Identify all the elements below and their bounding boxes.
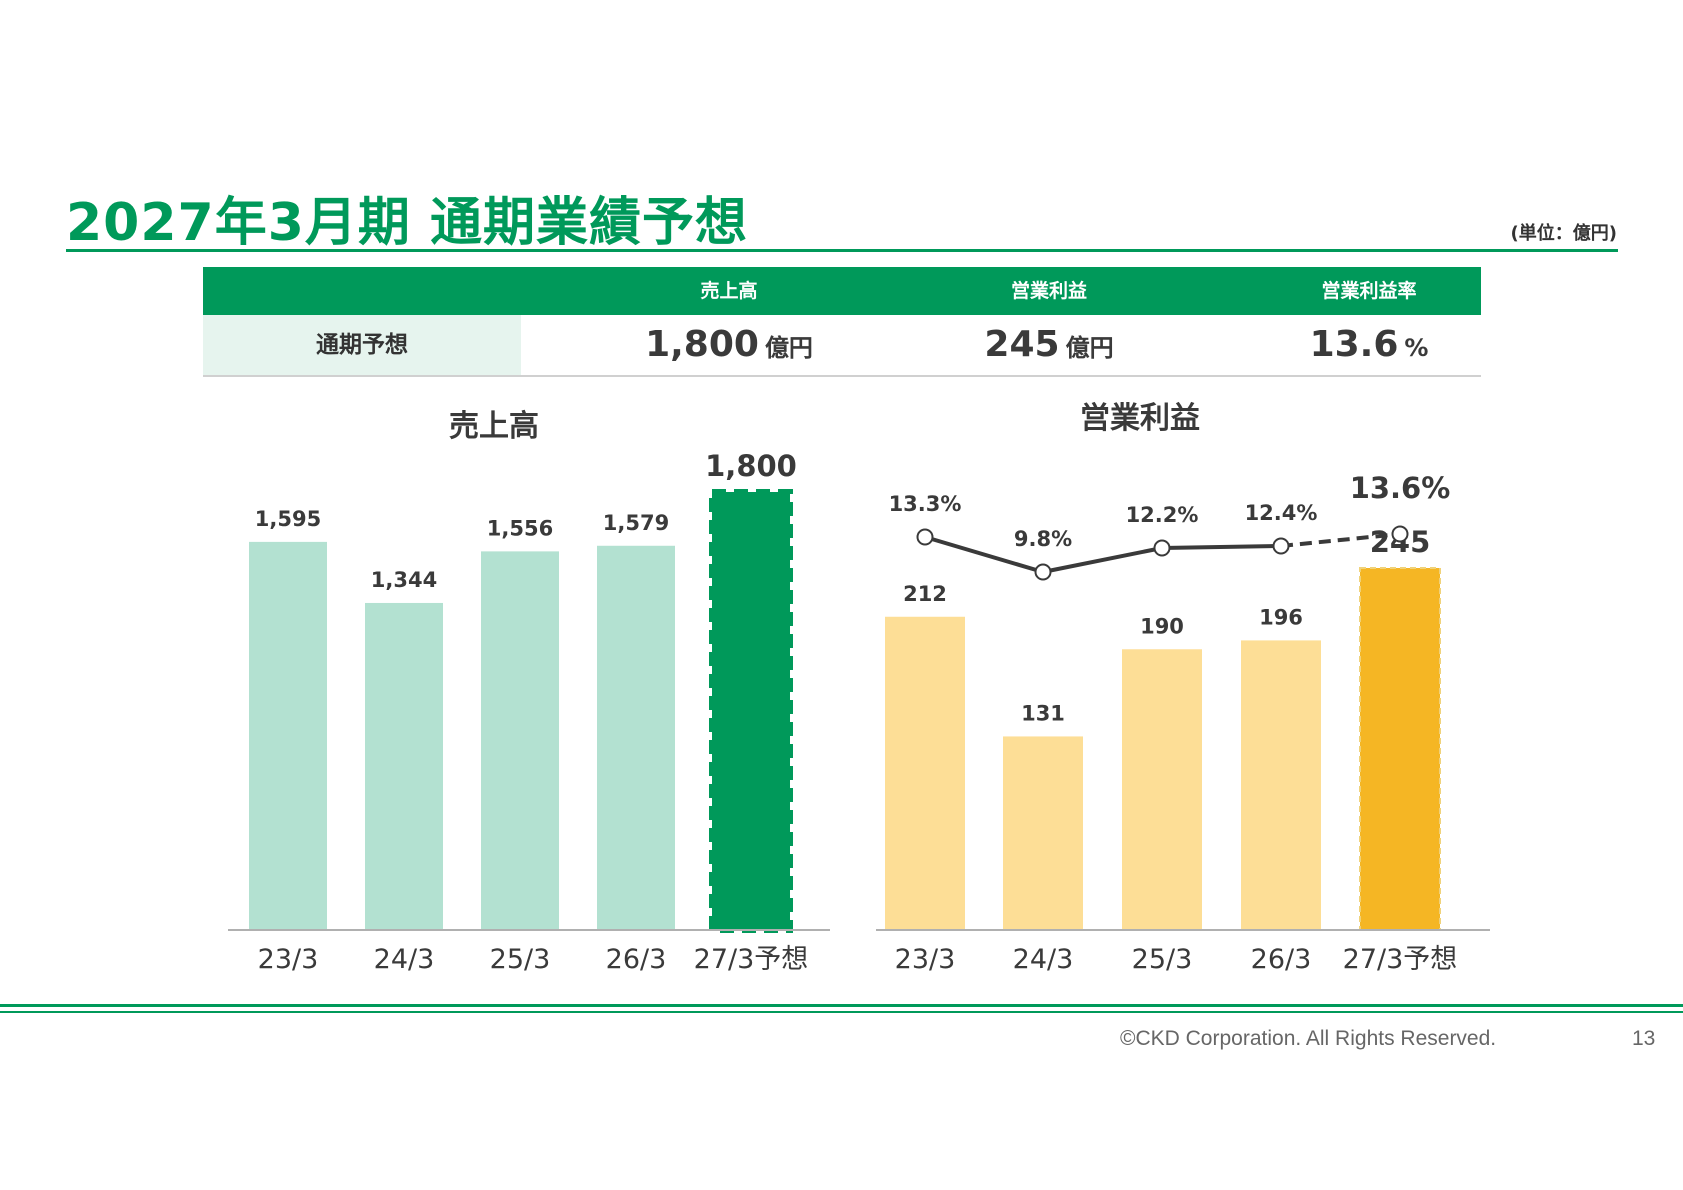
summary-op-margin-number: 13.6 bbox=[1309, 324, 1399, 365]
summary-op-income-value: 245 億円 bbox=[889, 315, 1209, 375]
margin-point-3 bbox=[1272, 537, 1290, 555]
bar-1-3 bbox=[1241, 640, 1321, 930]
bar-0-1 bbox=[365, 602, 443, 930]
margin-label-4: 13.6% bbox=[1350, 471, 1451, 505]
unit-note: (単位：億円) bbox=[1510, 223, 1617, 244]
margin-line-segment-0 bbox=[924, 535, 1044, 574]
bar-1-4 bbox=[1359, 567, 1441, 931]
data-label-0-1: 1,344 bbox=[371, 568, 437, 592]
summary-header-op-income: 営業利益 bbox=[1010, 280, 1087, 302]
margin-line-segment-1 bbox=[1042, 546, 1163, 574]
category-label-1-1: 24/3 bbox=[1013, 944, 1074, 975]
margin-label-0: 13.3% bbox=[889, 492, 962, 516]
title-divider bbox=[66, 249, 1618, 252]
category-label-0-0: 23/3 bbox=[258, 944, 319, 975]
bar-0-4 bbox=[709, 489, 793, 933]
margin-line-segment-2 bbox=[1161, 544, 1282, 550]
category-label-0-4: 27/3予想 bbox=[694, 944, 809, 975]
bar-1-2 bbox=[1122, 649, 1202, 930]
margin-label-3: 12.4% bbox=[1245, 501, 1318, 525]
bar-0-3 bbox=[597, 545, 675, 930]
summary-op-margin-value: 13.6% bbox=[1209, 315, 1529, 375]
category-label-1-2: 25/3 bbox=[1132, 944, 1193, 975]
margin-point-4 bbox=[1391, 525, 1409, 543]
data-label-1-1: 131 bbox=[1021, 701, 1065, 725]
copyright-text: ©CKD Corporation. All Rights Reserved. bbox=[1120, 1027, 1497, 1050]
footer-divider bbox=[0, 1004, 1683, 1007]
summary-header-op-margin: 営業利益率 bbox=[1321, 280, 1417, 302]
summary-op-income-unit: 億円 bbox=[1065, 334, 1114, 362]
bar-1-1 bbox=[1003, 736, 1083, 930]
data-label-1-2: 190 bbox=[1140, 614, 1184, 638]
page-number: 13 bbox=[1632, 1027, 1656, 1050]
margin-point-2 bbox=[1153, 539, 1171, 557]
summary-op-margin-unit: % bbox=[1404, 334, 1429, 362]
bar-1-0 bbox=[885, 616, 965, 930]
forecast-summary-table: 売上高 営業利益 営業利益率 通期予想 1,800 億円 245 億円 13.6% bbox=[203, 267, 1481, 377]
bar-0-2 bbox=[481, 551, 559, 930]
footer-divider-thin bbox=[0, 1011, 1683, 1013]
category-label-1-4: 27/3予想 bbox=[1343, 944, 1458, 975]
data-label-1-0: 212 bbox=[903, 582, 947, 606]
summary-sales-number: 1,800 bbox=[645, 324, 759, 365]
margin-label-2: 12.2% bbox=[1126, 503, 1199, 527]
data-label-0-0: 1,595 bbox=[255, 507, 321, 531]
data-label-0-4: 1,800 bbox=[705, 449, 797, 483]
summary-header-row: 売上高 営業利益 営業利益率 bbox=[203, 267, 1481, 315]
summary-row-label: 通期予想 bbox=[203, 315, 521, 375]
chart-title-1: 営業利益 bbox=[1080, 401, 1200, 436]
category-label-1-3: 26/3 bbox=[1251, 944, 1312, 975]
summary-sales-unit: 億円 bbox=[764, 334, 813, 362]
data-label-0-3: 1,579 bbox=[603, 511, 669, 535]
data-label-0-2: 1,556 bbox=[487, 516, 553, 540]
margin-line-segment-3 bbox=[1280, 532, 1401, 548]
summary-sales-value: 1,800 億円 bbox=[569, 315, 889, 375]
summary-op-income-number: 245 bbox=[984, 324, 1060, 365]
category-label-0-1: 24/3 bbox=[374, 944, 435, 975]
category-label-0-2: 25/3 bbox=[490, 944, 551, 975]
bar-0-0 bbox=[249, 541, 327, 930]
data-label-1-3: 196 bbox=[1259, 605, 1303, 629]
page-title: 2027年3月期 通期業績予想 bbox=[66, 193, 749, 253]
summary-header-sales: 売上高 bbox=[700, 280, 758, 302]
margin-point-0 bbox=[916, 528, 934, 546]
chart-title-0: 売上高 bbox=[449, 409, 539, 444]
category-label-1-0: 23/3 bbox=[895, 944, 956, 975]
margin-point-1 bbox=[1034, 563, 1052, 581]
charts-area: 売上高 1,595 23/3 1,344 24/3 1,556 25/3 1,579 26/3 1… bbox=[228, 401, 1490, 975]
margin-label-1: 9.8% bbox=[1014, 527, 1072, 551]
category-label-0-3: 26/3 bbox=[606, 944, 667, 975]
summary-forecast-row: 通期予想 1,800 億円 245 億円 13.6% bbox=[203, 315, 1481, 377]
